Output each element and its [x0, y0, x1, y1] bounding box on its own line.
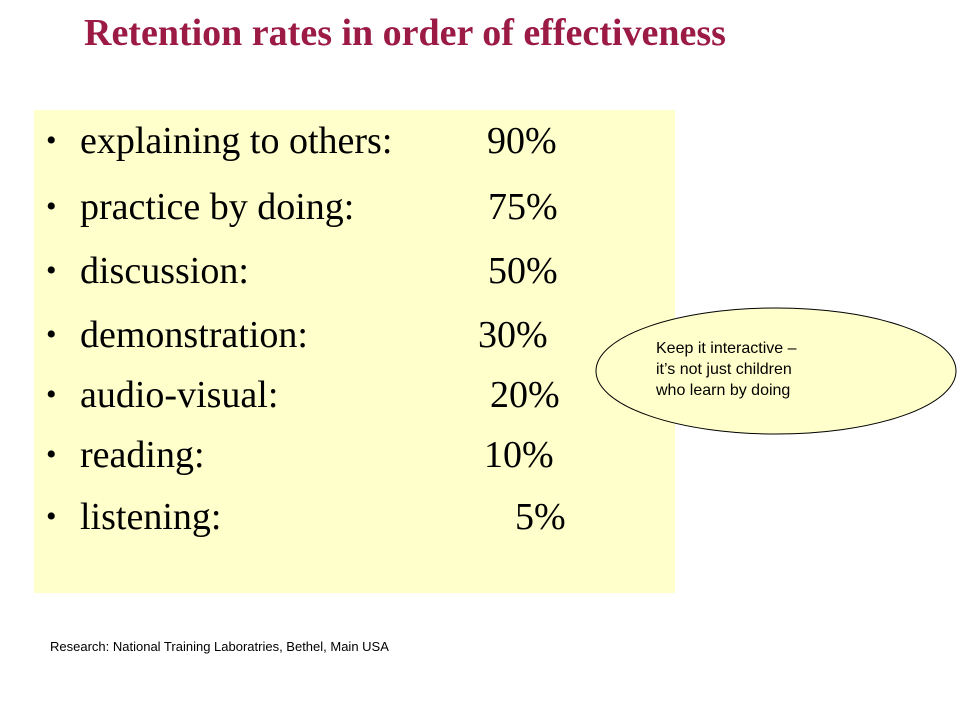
item-label: explaining to others: — [80, 120, 393, 162]
list-item: • reading: 10% — [34, 430, 675, 480]
list-item: • demonstration: 30% — [34, 310, 675, 360]
list-item: • discussion: 50% — [34, 246, 675, 296]
retention-list-box: • explaining to others: 90% • practice b… — [34, 110, 675, 593]
list-item: • explaining to others: 90% — [34, 116, 675, 166]
item-value: 90% — [487, 120, 557, 162]
bullet-icon: • — [46, 124, 57, 157]
item-value: 20% — [490, 374, 560, 416]
item-value: 5% — [515, 496, 566, 538]
item-value: 50% — [488, 250, 558, 292]
bullet-icon: • — [46, 318, 57, 351]
bullet-icon: • — [46, 500, 57, 533]
bullet-icon: • — [46, 378, 57, 411]
callout-line: who learn by doing — [656, 382, 791, 399]
list-item: • listening: 5% — [34, 492, 675, 542]
item-label: listening: — [80, 496, 222, 538]
list-item: • practice by doing: 75% — [34, 182, 675, 232]
callout-line: it’s not just children — [656, 361, 792, 378]
bullet-icon: • — [46, 254, 57, 287]
item-label: discussion: — [80, 250, 249, 292]
item-value: 30% — [478, 314, 548, 356]
item-label: demonstration: — [80, 314, 308, 356]
item-value: 10% — [484, 434, 554, 476]
slide-title: Retention rates in order of effectivenes… — [84, 12, 726, 54]
callout-text: Keep it interactive – it’s not just chil… — [656, 338, 896, 401]
callout-bubble: Keep it interactive – it’s not just chil… — [594, 306, 958, 436]
item-value: 75% — [488, 186, 558, 228]
item-label: reading: — [80, 434, 205, 476]
callout-ellipse — [595, 307, 957, 435]
item-label: audio-visual: — [80, 374, 279, 416]
bullet-icon: • — [46, 438, 57, 471]
list-item: • audio-visual: 20% — [34, 370, 675, 420]
item-label: practice by doing: — [80, 186, 355, 228]
callout-line: Keep it interactive – — [656, 340, 797, 357]
bullet-icon: • — [46, 190, 57, 223]
source-note: Research: National Training Laboratries,… — [50, 639, 389, 654]
